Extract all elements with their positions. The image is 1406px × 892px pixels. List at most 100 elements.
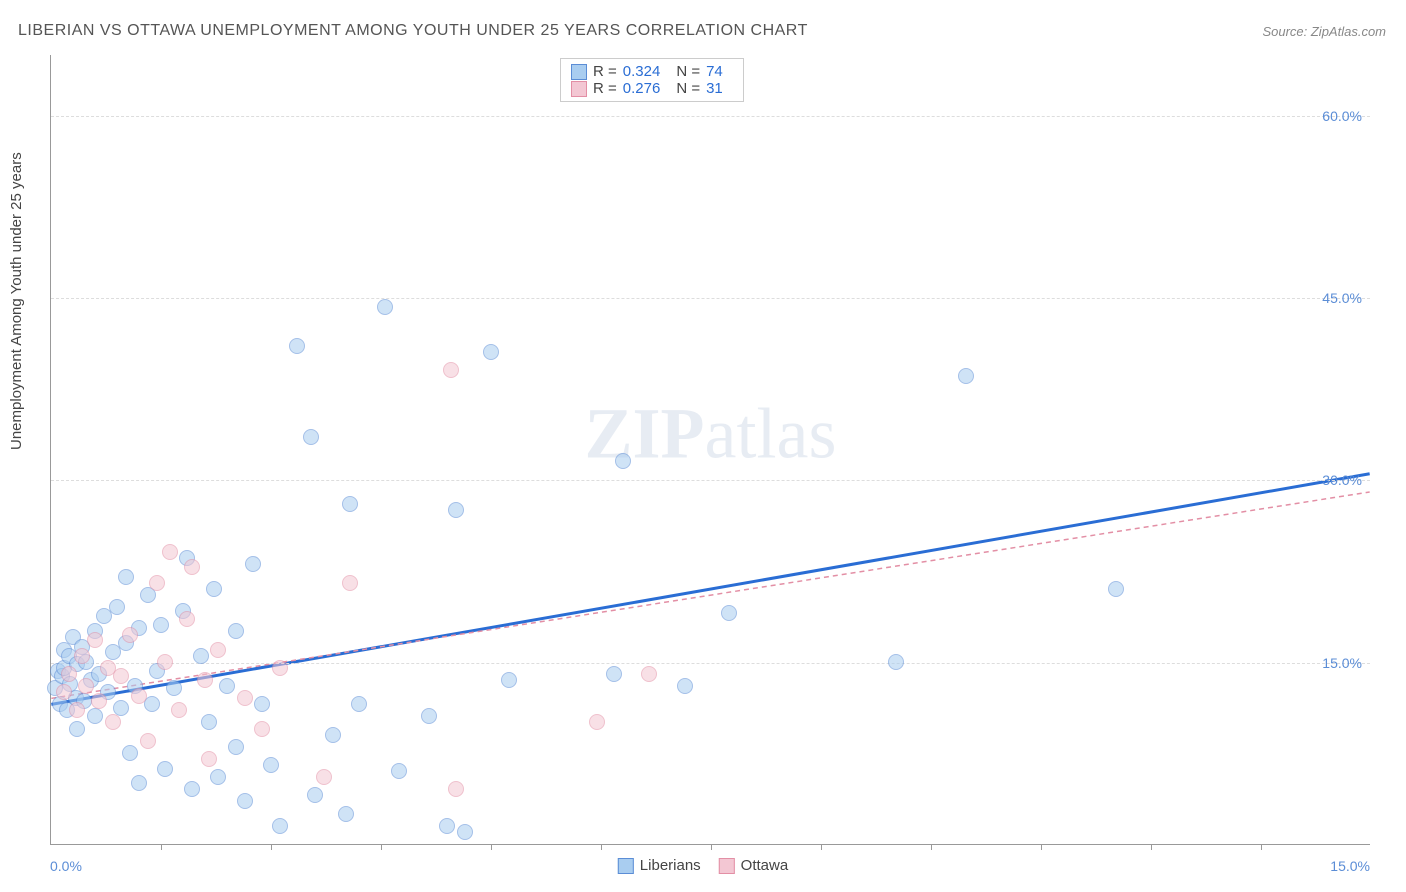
scatter-point (56, 684, 72, 700)
scatter-point (184, 781, 200, 797)
scatter-point (166, 680, 182, 696)
x-tick (491, 844, 492, 850)
y-tick-label: 60.0% (1322, 108, 1362, 124)
scatter-point (61, 666, 77, 682)
y-tick-label: 45.0% (1322, 290, 1362, 306)
scatter-point (721, 605, 737, 621)
scatter-point (443, 362, 459, 378)
scatter-point (325, 727, 341, 743)
scatter-point (219, 678, 235, 694)
scatter-point (228, 623, 244, 639)
scatter-point (1108, 581, 1124, 597)
scatter-point (74, 648, 90, 664)
y-tick-label: 15.0% (1322, 655, 1362, 671)
n-value: 31 (706, 80, 723, 97)
scatter-point (483, 344, 499, 360)
scatter-point (272, 818, 288, 834)
scatter-point (201, 751, 217, 767)
scatter-point (303, 429, 319, 445)
grid-line (51, 116, 1370, 117)
grid-line (51, 663, 1370, 664)
scatter-point (113, 668, 129, 684)
x-tick (711, 844, 712, 850)
scatter-point (272, 660, 288, 676)
y-axis-label: Unemployment Among Youth under 25 years (8, 152, 25, 450)
x-tick (601, 844, 602, 850)
scatter-point (958, 368, 974, 384)
scatter-point (342, 575, 358, 591)
scatter-point (105, 714, 121, 730)
scatter-point (254, 696, 270, 712)
n-label: N = (676, 63, 700, 80)
scatter-point (615, 453, 631, 469)
legend-label: Liberians (640, 857, 701, 874)
scatter-point (589, 714, 605, 730)
scatter-point (171, 702, 187, 718)
scatter-point (421, 708, 437, 724)
legend-swatch (618, 858, 634, 874)
scatter-point (210, 642, 226, 658)
scatter-point (197, 672, 213, 688)
x-tick (1261, 844, 1262, 850)
scatter-point (377, 299, 393, 315)
scatter-point (131, 688, 147, 704)
r-value: 0.324 (623, 63, 661, 80)
trend-line (51, 474, 1369, 705)
watermark-bold: ZIP (585, 393, 705, 473)
x-tick (1041, 844, 1042, 850)
x-tick (161, 844, 162, 850)
r-value: 0.276 (623, 80, 661, 97)
scatter-point (338, 806, 354, 822)
scatter-point (153, 617, 169, 633)
r-label: R = (593, 63, 617, 80)
scatter-point (157, 761, 173, 777)
scatter-point (641, 666, 657, 682)
scatter-point (69, 721, 85, 737)
scatter-point (391, 763, 407, 779)
y-tick-label: 30.0% (1322, 472, 1362, 488)
scatter-point (439, 818, 455, 834)
scatter-point (316, 769, 332, 785)
stats-row: R =0.276N =31 (571, 80, 733, 97)
scatter-point (501, 672, 517, 688)
scatter-point (201, 714, 217, 730)
scatter-point (245, 556, 261, 572)
scatter-point (342, 496, 358, 512)
x-axis-max-label: 15.0% (1330, 858, 1370, 874)
x-axis-min-label: 0.0% (50, 858, 82, 874)
scatter-point (157, 654, 173, 670)
scatter-point (109, 599, 125, 615)
scatter-point (307, 787, 323, 803)
scatter-point (448, 781, 464, 797)
series-legend: LiberiansOttawa (618, 857, 788, 874)
scatter-point (193, 648, 209, 664)
scatter-point (122, 745, 138, 761)
scatter-point (677, 678, 693, 694)
scatter-point (131, 775, 147, 791)
n-label: N = (676, 80, 700, 97)
trendlines-layer (51, 55, 1370, 844)
scatter-point (87, 632, 103, 648)
x-tick (381, 844, 382, 850)
scatter-point (144, 696, 160, 712)
scatter-point (254, 721, 270, 737)
scatter-point (237, 690, 253, 706)
scatter-point (149, 575, 165, 591)
scatter-point (69, 702, 85, 718)
scatter-point (210, 769, 226, 785)
scatter-point (448, 502, 464, 518)
correlation-stats-box: R =0.324N =74R =0.276N =31 (560, 58, 744, 102)
stats-row: R =0.324N =74 (571, 63, 733, 80)
grid-line (51, 480, 1370, 481)
scatter-point (263, 757, 279, 773)
scatter-point (237, 793, 253, 809)
scatter-plot-area: ZIPatlas 15.0%30.0%45.0%60.0% (50, 55, 1370, 845)
grid-line (51, 298, 1370, 299)
scatter-point (113, 700, 129, 716)
scatter-point (91, 693, 107, 709)
scatter-point (87, 708, 103, 724)
trend-line (51, 492, 1369, 698)
scatter-point (351, 696, 367, 712)
source-attribution: Source: ZipAtlas.com (1262, 24, 1386, 39)
scatter-point (78, 678, 94, 694)
